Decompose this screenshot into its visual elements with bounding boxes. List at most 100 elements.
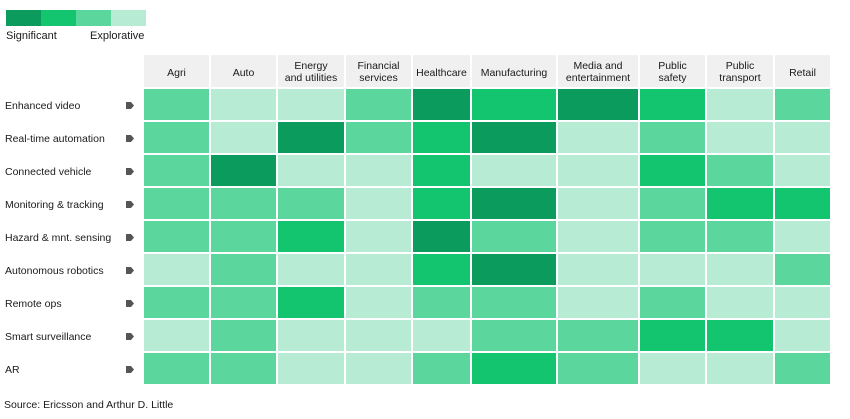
- heatmap-cell: [144, 122, 209, 153]
- heatmap-cell: [640, 353, 705, 384]
- row-arrow-icon: [126, 267, 134, 274]
- heatmap-cell: [558, 122, 638, 153]
- column-label: Financial: [357, 60, 399, 72]
- heatmap-cell: [413, 122, 470, 153]
- column-header-cell: [278, 55, 344, 87]
- heatmap-cell: [472, 188, 556, 219]
- heatmap-cell: [211, 122, 276, 153]
- heatmap-cell: [558, 155, 638, 186]
- column-header-cell: [144, 55, 209, 87]
- heatmap-cell: [413, 353, 470, 384]
- heatmap-cell: [346, 287, 411, 318]
- legend-swatch-2: [41, 10, 76, 26]
- column-label: transport: [719, 72, 761, 84]
- row-arrow-icon: [126, 234, 134, 241]
- heatmap-cell: [144, 320, 209, 351]
- heatmap-cell: [640, 287, 705, 318]
- heatmap-cell: [472, 155, 556, 186]
- heatmap-cell: [346, 89, 411, 120]
- heatmap-cell: [278, 320, 344, 351]
- row-label: Hazard & mnt. sensing: [5, 232, 111, 244]
- legend-swatch-1: [6, 10, 41, 26]
- row-arrow-icon: [126, 300, 134, 307]
- heatmap-cell: [775, 221, 830, 252]
- heatmap-cell: [640, 254, 705, 285]
- heatmap-cell: [558, 287, 638, 318]
- heatmap-cell: [640, 89, 705, 120]
- column-label: Public: [658, 60, 687, 72]
- heatmap-cell: [558, 320, 638, 351]
- heatmap-cell: [775, 188, 830, 219]
- row-label: Remote ops: [5, 298, 62, 310]
- column-header-cell: [413, 55, 470, 87]
- heatmap-cell: [775, 320, 830, 351]
- heatmap-cell: [346, 320, 411, 351]
- column-label: Energy: [294, 60, 328, 72]
- heatmap-cell: [472, 287, 556, 318]
- heatmap-cell: [346, 155, 411, 186]
- heatmap-cell: [472, 353, 556, 384]
- column-header-cell: [707, 55, 773, 87]
- heatmap-cell: [707, 188, 773, 219]
- heatmap-cell: [558, 254, 638, 285]
- row-label: AR: [5, 364, 20, 376]
- legend-color-scale: [6, 10, 146, 26]
- heatmap-cell: [211, 188, 276, 219]
- row-arrow-icon: [126, 135, 134, 142]
- heatmap-cell: [558, 353, 638, 384]
- heatmap-cell: [707, 122, 773, 153]
- heatmap-cell: [707, 353, 773, 384]
- heatmap-cell: [211, 254, 276, 285]
- row-arrow-icon: [126, 168, 134, 175]
- column-label: Public: [726, 60, 755, 72]
- heatmap-cell: [707, 320, 773, 351]
- column-label: Healthcare: [416, 67, 467, 79]
- heatmap-cell: [775, 89, 830, 120]
- heatmap-cell: [413, 320, 470, 351]
- heatmap-cell: [472, 122, 556, 153]
- row-label: Connected vehicle: [5, 166, 92, 178]
- heatmap-cell: [278, 353, 344, 384]
- legend-label-significant: Significant: [6, 30, 57, 42]
- heatmap-cell: [346, 221, 411, 252]
- heatmap-cell: [278, 254, 344, 285]
- row-arrow-icon: [126, 333, 134, 340]
- column-header-cell: [558, 55, 638, 87]
- heatmap-cell: [346, 254, 411, 285]
- column-header-cell: [346, 55, 411, 87]
- column-header-cell: [640, 55, 705, 87]
- heatmap-cell: [211, 353, 276, 384]
- heatmap-cell: [707, 221, 773, 252]
- heatmap-cell: [144, 188, 209, 219]
- heatmap-cell: [558, 89, 638, 120]
- heatmap-cell: [640, 188, 705, 219]
- heatmap-cell: [775, 155, 830, 186]
- heatmap-cell: [346, 353, 411, 384]
- heatmap-cell: [558, 188, 638, 219]
- column-label: Agri: [167, 67, 186, 79]
- heatmap-cell: [472, 89, 556, 120]
- heatmap-cell: [413, 188, 470, 219]
- heatmap-cell: [211, 287, 276, 318]
- heatmap-cell: [707, 254, 773, 285]
- column-label: Retail: [789, 67, 816, 79]
- row-label: Real-time automation: [5, 133, 105, 145]
- row-arrow-icon: [126, 201, 134, 208]
- column-header-cell: [211, 55, 276, 87]
- heatmap-cell: [144, 221, 209, 252]
- row-label: Enhanced video: [5, 100, 80, 112]
- heatmap-cell: [144, 89, 209, 120]
- column-label: entertainment: [566, 72, 630, 84]
- heatmap-cell: [278, 188, 344, 219]
- heatmap-cell: [640, 320, 705, 351]
- heatmap-cell: [144, 287, 209, 318]
- source-note: Source: Ericsson and Arthur D. Little: [4, 399, 174, 411]
- heatmap-cell: [707, 287, 773, 318]
- heatmap-cell: [346, 188, 411, 219]
- heatmap-cell: [278, 89, 344, 120]
- heatmap-cell: [413, 287, 470, 318]
- heatmap-cell: [775, 353, 830, 384]
- heatmap-cell: [211, 320, 276, 351]
- heatmap-cell: [413, 221, 470, 252]
- heatmap-cell: [558, 221, 638, 252]
